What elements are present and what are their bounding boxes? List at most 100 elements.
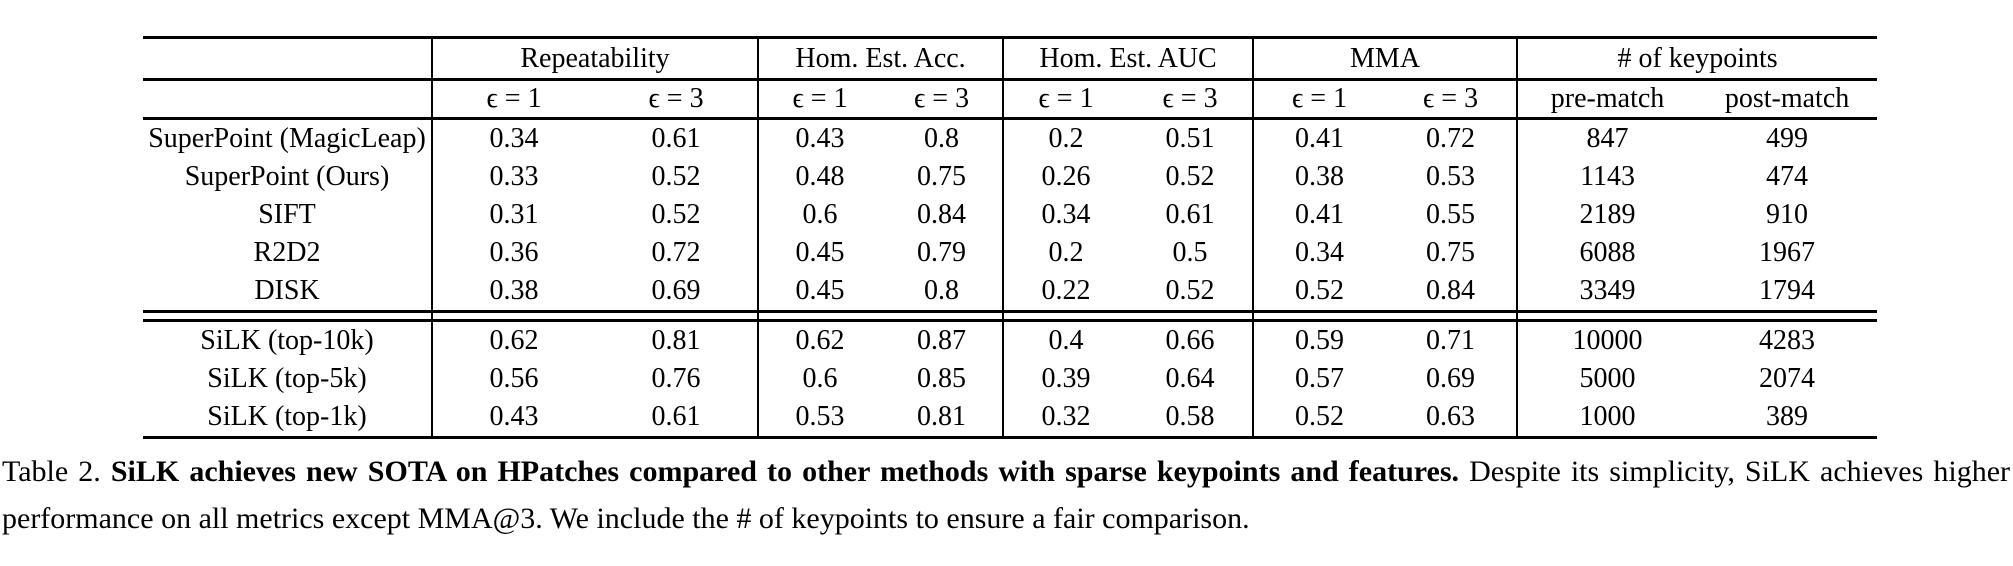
row-label-superpoint-ours: SuperPoint (Ours): [184, 161, 390, 192]
cell-rep-eps1: 0.56: [431, 360, 595, 398]
table-row: SuperPoint (Ours) 0.33 0.52 0.48 0.75 0.…: [143, 158, 1877, 196]
cell-mma-eps1: 0.41: [1252, 118, 1386, 158]
col-group-hom-est-acc: Hom. Est. Acc.: [757, 36, 1004, 81]
cell-acc-eps1: 0.53: [757, 398, 882, 439]
cell-auc-eps1: 0.32: [1002, 398, 1129, 439]
cell-mma-eps3: 0.55: [1426, 199, 1476, 230]
col-group-mma: MMA: [1252, 36, 1518, 81]
cell-pre-match: 6088: [1516, 234, 1698, 272]
cell-acc-eps3: 0.85: [917, 363, 967, 394]
gap-cell: [1385, 310, 1518, 322]
cell-pre-match: 5000: [1516, 360, 1698, 398]
col-group-repeatability: Repeatability: [430, 36, 759, 81]
table-row: SiLK (top-10k) 0.62 0.81 0.62 0.87 0.4 0…: [143, 320, 1877, 360]
cell-pre-match: 847: [1516, 118, 1698, 158]
row-label-superpoint-magicleap: SuperPoint (MagicLeap): [148, 123, 426, 154]
table-row: DISK 0.38 0.69 0.45 0.8 0.22 0.52 0.52 0…: [143, 272, 1877, 312]
cell-rep-eps3: 0.61: [595, 398, 759, 439]
row-label-silk-top5k: SiLK (top-5k): [207, 363, 367, 394]
cell-rep-eps3: 0.52: [651, 161, 701, 192]
cell-acc-eps3: 0.8: [924, 123, 960, 154]
cell-mma-eps3: 0.53: [1426, 161, 1476, 192]
cell-mma-eps1: 0.52: [1252, 398, 1386, 439]
column-group-header-row: Repeatability Hom. Est. Acc. Hom. Est. A…: [143, 36, 1878, 81]
gap-cell: [757, 310, 882, 322]
cell-rep-eps1: 0.43: [431, 398, 595, 439]
cell-auc-eps1: 0.22: [1002, 272, 1129, 312]
cell-mma-eps3: 0.63: [1385, 398, 1518, 439]
row-label-silk-top1k: SiLK (top-1k): [143, 398, 432, 439]
cell-post-match: 910: [1766, 199, 1809, 230]
cell-acc-eps1: 0.43: [757, 118, 882, 158]
cell-acc-eps1: 0.62: [757, 320, 882, 360]
double-rule-separator: [143, 310, 1878, 322]
cell-auc-eps3: 0.52: [1165, 161, 1215, 192]
cell-mma-eps1: 0.34: [1252, 234, 1386, 272]
cell-auc-eps1: 0.39: [1002, 360, 1129, 398]
cell-rep-eps1: 0.34: [431, 118, 595, 158]
cell-auc-eps1: 0.26: [1002, 158, 1129, 196]
cell-acc-eps1: 0.6: [757, 360, 882, 398]
cell-rep-eps1: 0.38: [431, 272, 595, 312]
cell-auc-eps1: 0.2: [1002, 118, 1129, 158]
table-row: SiLK (top-5k) 0.56 0.76 0.6 0.85 0.39 0.…: [143, 360, 1877, 398]
col-group-hom-est-auc: Hom. Est. AUC: [1002, 36, 1254, 81]
table-row: SiLK (top-1k) 0.43 0.61 0.53 0.81 0.32 0…: [143, 398, 1878, 439]
cell-mma-eps1: 0.57: [1252, 360, 1386, 398]
cell-mma-eps3: 0.75: [1426, 237, 1476, 268]
subheader-auc-eps3: ϵ = 3: [1128, 79, 1254, 120]
cell-rep-eps3: 0.76: [651, 363, 701, 394]
cell-post-match: 1794: [1759, 275, 1816, 306]
cell-post-match: 1967: [1759, 237, 1816, 268]
table-row: R2D2 0.36 0.72 0.45 0.79 0.2 0.5 0.34 0.…: [143, 234, 1877, 272]
cell-rep-eps3: 0.61: [651, 123, 701, 154]
cell-rep-eps3: 0.81: [651, 325, 701, 356]
subheader-post-match: post-match: [1697, 79, 1878, 120]
cell-rep-eps1: 0.62: [431, 320, 595, 360]
cell-acc-eps1: 0.45: [757, 272, 882, 312]
gap-cell: [595, 310, 759, 322]
cell-mma-eps1: 0.52: [1252, 272, 1386, 312]
subheader-acc-eps1: ϵ = 1: [757, 79, 882, 120]
cell-auc-eps3: 0.66: [1165, 325, 1215, 356]
cell-post-match: 499: [1766, 123, 1809, 154]
gap-cell: [143, 310, 432, 322]
cell-acc-eps3: 0.75: [917, 161, 967, 192]
corner-empty-cell: [143, 36, 432, 81]
cell-auc-eps3: 0.52: [1165, 275, 1215, 306]
subheader-auc-eps1: ϵ = 1: [1002, 79, 1129, 120]
cell-auc-eps3: 0.5: [1172, 237, 1208, 268]
subheader-pre-match: pre-match: [1516, 79, 1698, 120]
subheader-acc-eps3: ϵ = 3: [881, 79, 1004, 120]
cell-auc-eps3: 0.64: [1165, 363, 1215, 394]
cell-pre-match: 1000: [1516, 398, 1698, 439]
cell-acc-eps3: 0.84: [917, 199, 967, 230]
cell-auc-eps3: 0.58: [1128, 398, 1254, 439]
cell-auc-eps3: 0.61: [1165, 199, 1215, 230]
gap-cell: [1252, 310, 1386, 322]
gap-cell: [1128, 310, 1254, 322]
cell-auc-eps1: 0.4: [1002, 320, 1129, 360]
cell-acc-eps3: 0.87: [917, 325, 967, 356]
table-row: SuperPoint (MagicLeap) 0.34 0.61 0.43 0.…: [143, 118, 1877, 158]
table-row: SIFT 0.31 0.52 0.6 0.84 0.34 0.61 0.41 0…: [143, 196, 1877, 234]
cell-acc-eps1: 0.48: [757, 158, 882, 196]
gap-cell: [1697, 310, 1878, 322]
cell-auc-eps3: 0.51: [1165, 123, 1215, 154]
cell-auc-eps1: 0.2: [1002, 234, 1129, 272]
cell-auc-eps1: 0.34: [1002, 196, 1129, 234]
col-group-num-keypoints: # of keypoints: [1516, 36, 1878, 81]
subheader-rep-eps3: ϵ = 3: [595, 79, 759, 120]
cell-mma-eps3: 0.69: [1426, 363, 1476, 394]
caption-bold-summary: SiLK achieves new SOTA on HPatches compa…: [110, 455, 1460, 488]
paper-table-figure: Repeatability Hom. Est. Acc. Hom. Est. A…: [0, 36, 2013, 566]
subheader-mma-eps1: ϵ = 1: [1252, 79, 1386, 120]
gap-cell: [1516, 310, 1698, 322]
row-label-r2d2: R2D2: [253, 237, 321, 268]
caption-prefix: Table 2.: [2, 455, 101, 488]
gap-cell: [1002, 310, 1129, 322]
cell-mma-eps1: 0.59: [1252, 320, 1386, 360]
cell-rep-eps3: 0.72: [651, 237, 701, 268]
cell-mma-eps3: 0.84: [1426, 275, 1476, 306]
cell-mma-eps3: 0.72: [1426, 123, 1476, 154]
